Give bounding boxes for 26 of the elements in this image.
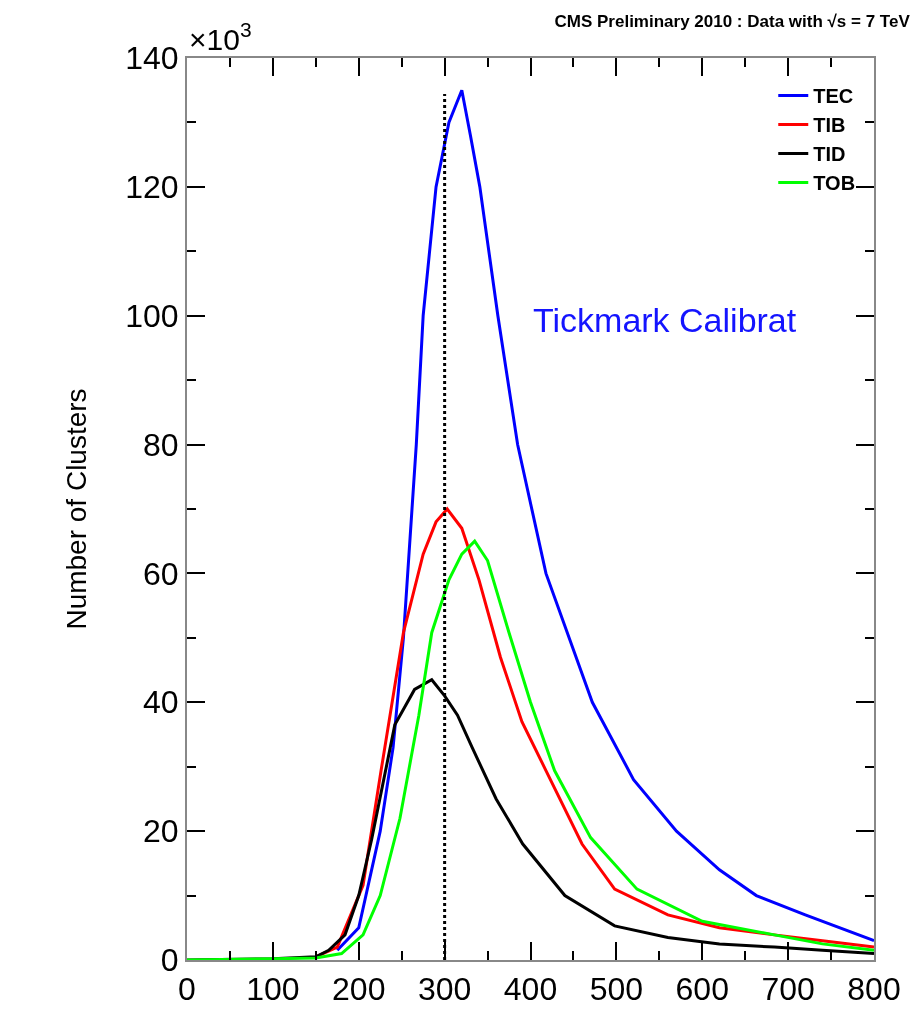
y-axis-title: Number of Clusters: [61, 388, 93, 630]
x-tick-label: 100: [246, 971, 300, 1008]
y-tick-label: 20: [143, 813, 179, 850]
y-tick-label: 120: [125, 169, 179, 206]
y-tick-label: 0: [160, 942, 179, 979]
y-tick-label: 40: [143, 684, 179, 721]
legend-label: TID: [813, 143, 846, 166]
legend-label: TIB: [813, 114, 846, 137]
y-tick-label: 100: [125, 297, 179, 334]
legend-label: TOB: [813, 172, 856, 195]
y-tick-label: 80: [143, 426, 179, 463]
line-series: [335, 88, 874, 952]
y-tick-label: 140: [125, 40, 179, 77]
legend-label: TEC: [813, 85, 854, 108]
line-series: [187, 539, 874, 960]
x-tick-label: 400: [503, 971, 558, 1008]
annotation: Tickmark Calibrat: [533, 301, 797, 339]
text: ×10$^{3}$: [189, 18, 252, 56]
x-tick-label: 700: [761, 971, 815, 1008]
x-tick-label: 500: [589, 971, 644, 1008]
x-tick-label: 800: [847, 971, 901, 1008]
y-tick-label: 60: [143, 555, 179, 592]
x-tick-label: 200: [332, 971, 386, 1008]
x-tick-label: 300: [417, 971, 472, 1008]
x-tick-label: 600: [675, 971, 729, 1008]
chart-title: CMS Preliminary 2010 : Data with √s = 7 TeV: [554, 12, 911, 32]
